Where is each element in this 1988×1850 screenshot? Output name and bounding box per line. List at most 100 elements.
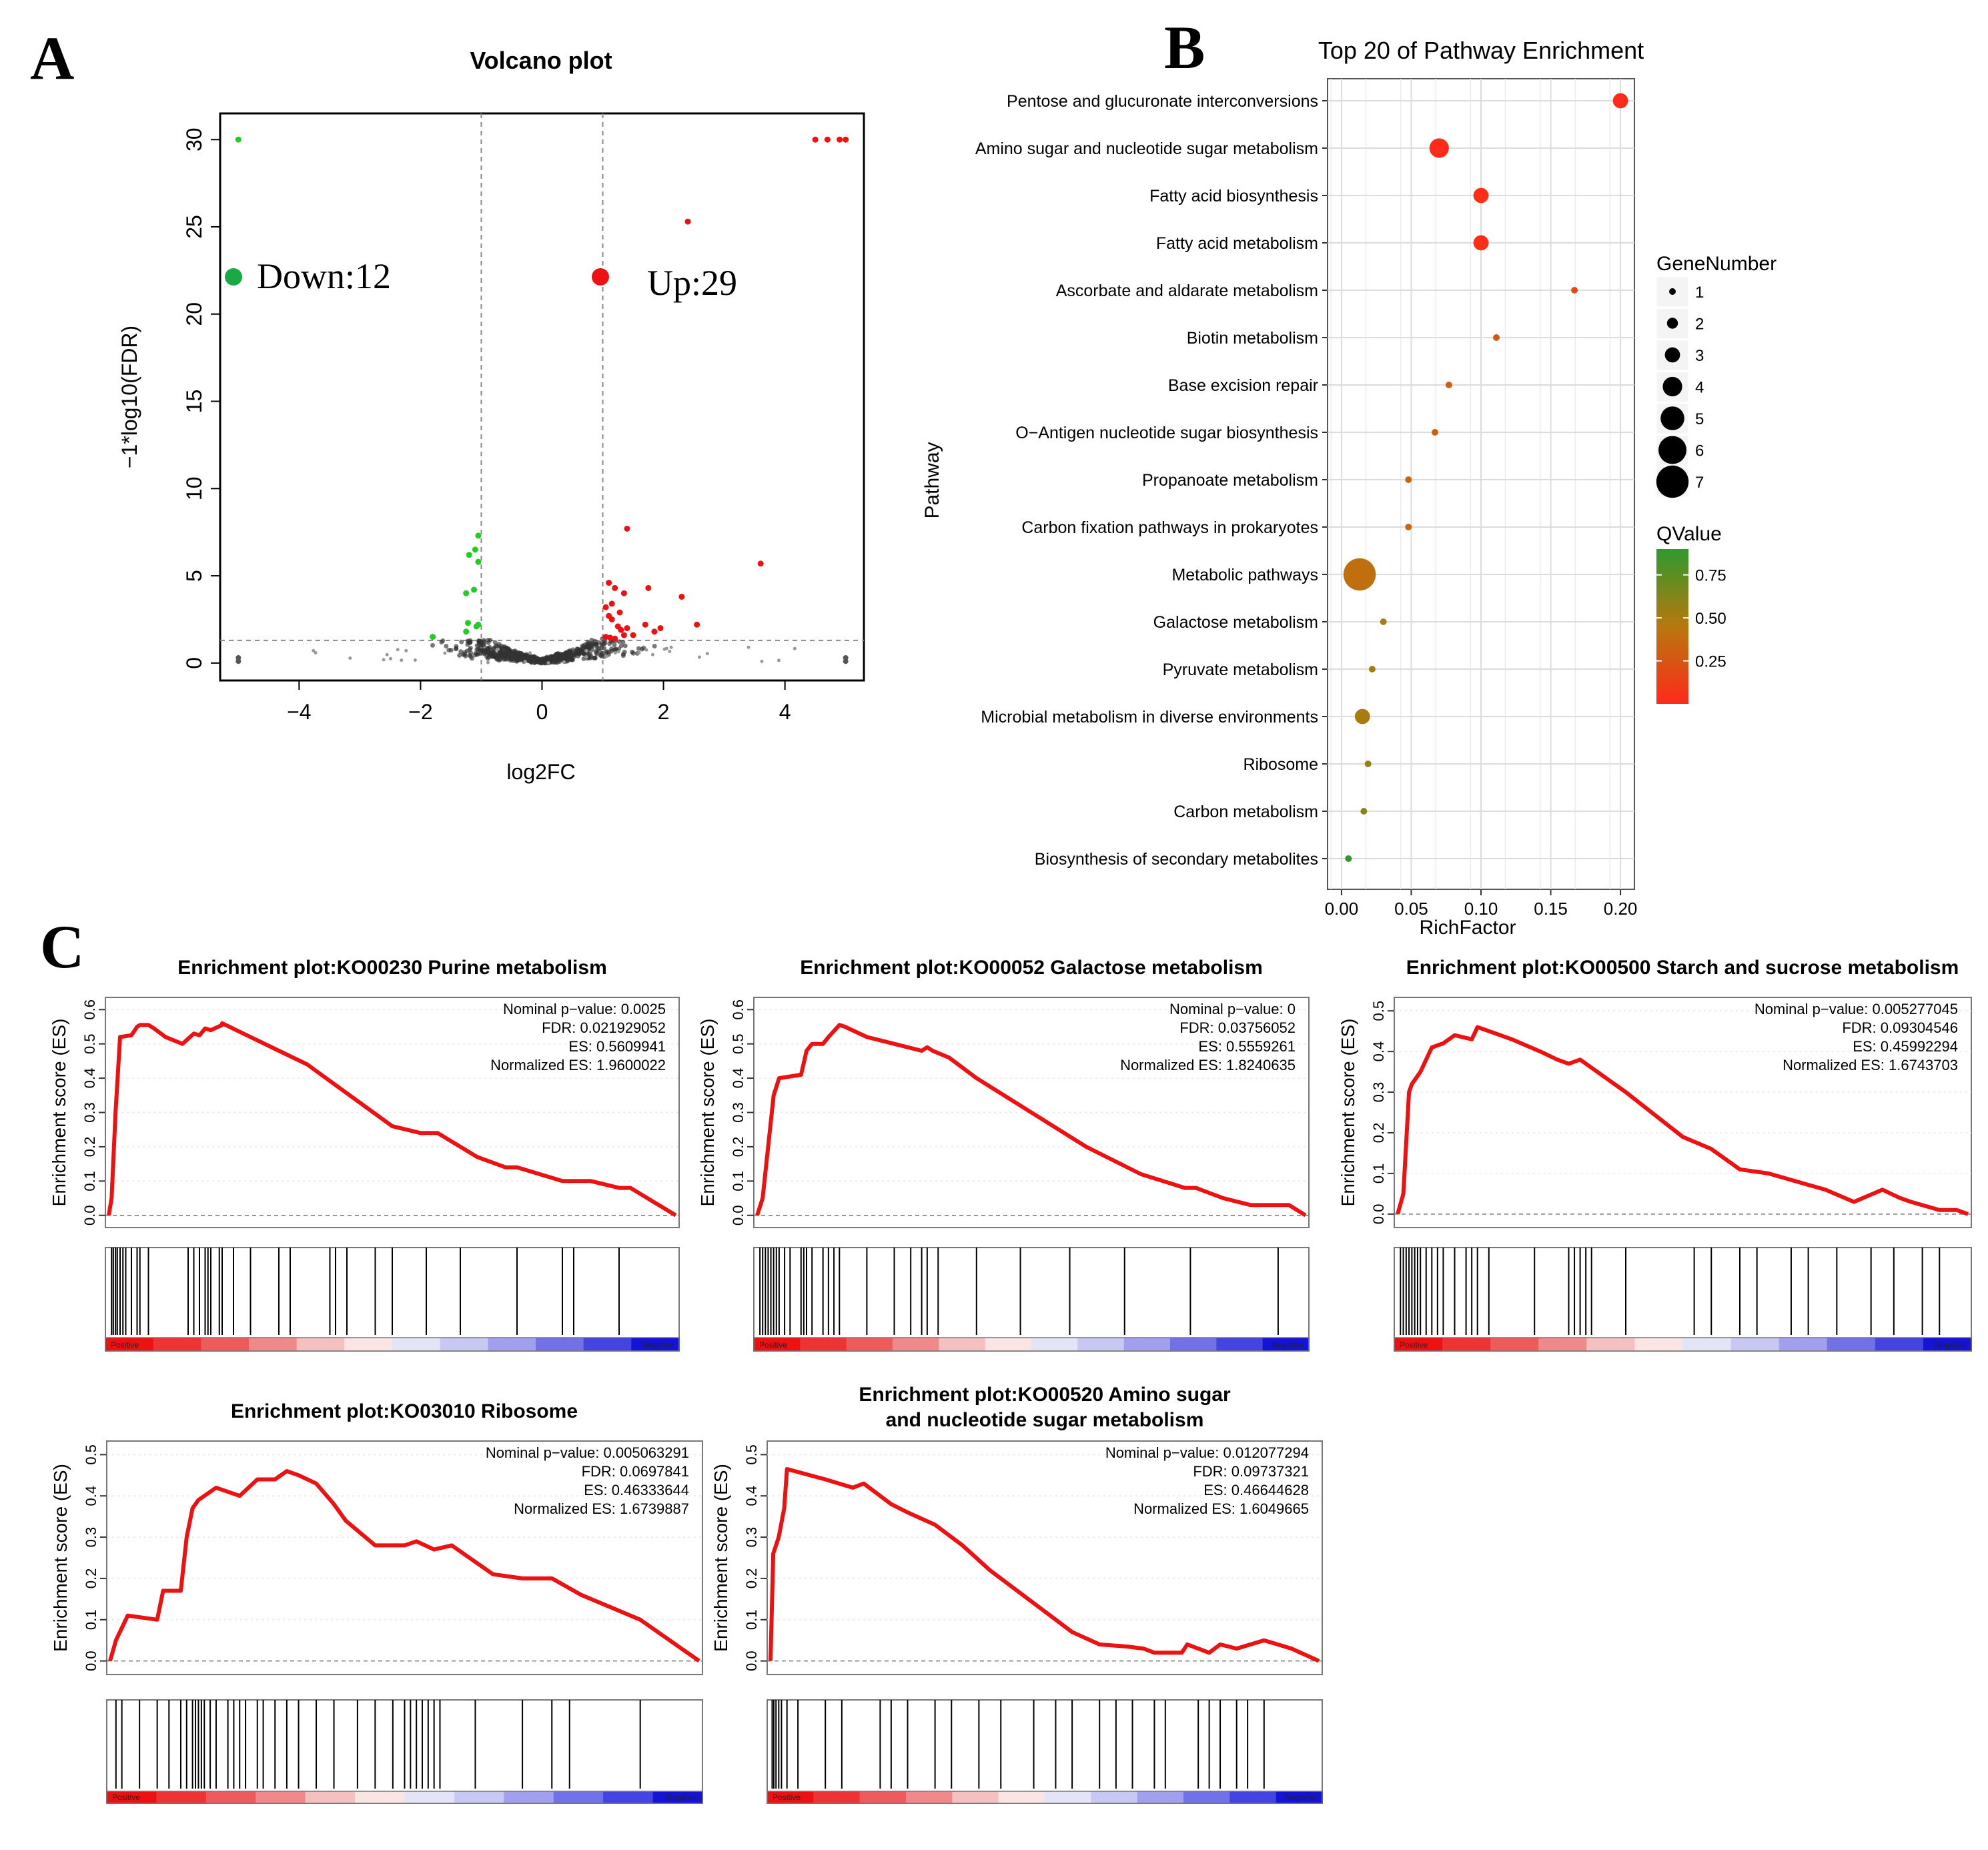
- gsea-plot-title: Enrichment plot:KO00500 Starch and sucro…: [1406, 957, 1959, 979]
- pathway-category-label: Fatty acid biosynthesis: [1149, 187, 1318, 205]
- size-legend-dot: [1666, 318, 1678, 329]
- panel-letter-a: A: [30, 24, 74, 92]
- volcano-y-tick-label: 20: [182, 302, 206, 326]
- pathway-category-label: Pentose and glucuronate interconversions: [1007, 92, 1318, 111]
- volcano-title: Volcano plot: [470, 47, 612, 74]
- gsea-rank-bar-segment: [1077, 1338, 1125, 1351]
- gsea-y-tick-label: 0.1: [743, 1609, 760, 1630]
- gsea-rank-bar-segment: [107, 1791, 157, 1803]
- gsea-rank-bar-segment: [454, 1791, 505, 1803]
- pathway-point: [1445, 382, 1452, 388]
- gsea-rank-bar-segment: [392, 1338, 441, 1351]
- gsea-rank-bar-positive-label: Positive: [1400, 1340, 1428, 1350]
- panel-letter-c: C: [40, 913, 84, 981]
- gsea-stat-line: FDR: 0.021929052: [542, 1019, 666, 1036]
- gsea-y-tick-label: 0.2: [743, 1568, 760, 1589]
- ns-gene-point: [484, 645, 490, 650]
- gsea-rank-bar-segment: [985, 1338, 1032, 1351]
- pathway-category-label: Carbon fixation pathways in prokaryotes: [1021, 518, 1318, 537]
- ns-gene-point: [644, 648, 648, 652]
- up-gene-point: [678, 593, 685, 600]
- gsea-rank-bar-segment: [998, 1791, 1045, 1803]
- gsea-stat-line: Nominal p−value: 0: [1169, 1001, 1296, 1017]
- gsea-rank-bar-frame: [105, 1337, 680, 1352]
- ns-gene-point: [594, 651, 600, 656]
- up-gene-point: [812, 136, 819, 143]
- pathway-x-tick-label: 0.10: [1464, 899, 1498, 919]
- gsea-rank-bar-segment: [952, 1791, 999, 1803]
- gsea-rank-bar-segment: [1137, 1791, 1184, 1803]
- ns-gene-point: [457, 652, 462, 658]
- down-gene-point: [235, 136, 241, 143]
- ns-gene-point: [697, 655, 701, 659]
- ns-gene-point: [430, 642, 435, 648]
- gsea-plot-title: and nucleotide sugar metabolism: [886, 1409, 1204, 1431]
- ns-gene-point: [465, 642, 470, 647]
- up-gene-point: [608, 600, 615, 607]
- pathway-point: [1343, 558, 1376, 591]
- gsea-rank-bar-segment: [893, 1338, 940, 1351]
- legend-down-label: Down:12: [257, 256, 391, 296]
- gsea-rank-bar-negative-label: Negative: [1935, 1340, 1967, 1350]
- gsea-hits-frame: [1394, 1247, 1972, 1352]
- down-gene-point: [471, 586, 478, 593]
- qvalue-colorbar: [1656, 549, 1688, 704]
- pathway-category-label: Base excision repair: [1168, 376, 1318, 395]
- ns-gene-point: [650, 652, 654, 656]
- gsea-y-tick-label: 0.6: [730, 999, 747, 1020]
- pathway-point: [1571, 287, 1578, 294]
- ns-gene-point: [312, 648, 316, 652]
- ns-gene-point: [620, 652, 626, 657]
- gsea-rank-bar-frame: [767, 1791, 1323, 1804]
- down-gene-point: [466, 552, 472, 558]
- gsea-rank-bar-segment: [1682, 1338, 1732, 1351]
- gsea-rank-bar-segment: [1229, 1791, 1277, 1803]
- qvalue-legend-title: QValue: [1656, 523, 1722, 545]
- ns-gene-point: [385, 652, 389, 656]
- gsea-rank-bar-segment: [488, 1338, 536, 1351]
- ns-gene-point: [459, 639, 464, 644]
- gsea-rank-bar-negative-label: Negative: [1272, 1340, 1304, 1350]
- volcano-y-tick-label: 25: [182, 215, 206, 239]
- gsea-stat-line: ES: 0.5559261: [1198, 1038, 1296, 1055]
- up-gene-point: [624, 525, 630, 532]
- pathway-point: [1354, 709, 1370, 725]
- gsea-stat-line: Nominal p−value: 0.0025: [503, 1001, 666, 1017]
- gsea-y-tick-label: 0.0: [1370, 1204, 1387, 1225]
- up-gene-point: [657, 625, 664, 632]
- gsea-y-label: Enrichment score (ES): [50, 1464, 71, 1652]
- ns-gene-point: [569, 656, 574, 662]
- gsea-rank-bar-segment: [1045, 1791, 1092, 1803]
- gsea-rank-bar-segment: [767, 1791, 815, 1803]
- ns-gene-point: [484, 654, 490, 659]
- gsea-rank-bar-segment: [1170, 1338, 1217, 1351]
- gsea-y-tick-label: 0.3: [730, 1102, 747, 1123]
- gsea-rank-bar-segment: [631, 1338, 680, 1351]
- volcano-frame: [219, 112, 865, 682]
- gsea-rank-bar-segment: [1394, 1338, 1444, 1351]
- ns-gene-point: [588, 654, 594, 659]
- gsea-rank-bar-negative-label: Negative: [666, 1793, 698, 1802]
- up-gene-point: [612, 635, 618, 642]
- pathway-point: [1612, 93, 1628, 109]
- ns-gene-point: [562, 660, 566, 664]
- gsea-y-label: Enrichment score (ES): [710, 1464, 731, 1652]
- ns-gene-point: [587, 645, 592, 650]
- size-legend-dot: [1662, 376, 1682, 397]
- gsea-rank-bar-segment: [1730, 1338, 1780, 1351]
- size-legend-dot: [1664, 347, 1680, 363]
- gsea-y-tick-label: 0.6: [81, 999, 98, 1020]
- up-gene-point: [606, 634, 613, 641]
- ns-gene-point: [544, 656, 549, 662]
- pathway-category-label: Galactose metabolism: [1153, 613, 1318, 632]
- gsea-stat-line: FDR: 0.09737321: [1193, 1463, 1309, 1480]
- gsea-rank-bar-segment: [201, 1338, 250, 1351]
- gsea-rank-bar-segment: [404, 1791, 455, 1803]
- ns-gene-point: [502, 653, 508, 658]
- gsea-rank-bar-segment: [153, 1338, 202, 1351]
- gsea-y-tick-label: 0.2: [730, 1137, 747, 1158]
- legend-down-marker: [225, 268, 242, 286]
- gsea-y-label: Enrichment score (ES): [697, 1019, 718, 1207]
- ns-gene-point: [568, 653, 574, 658]
- qvalue-colorbar-ticks: 0.75 0.50 0.25: [1656, 567, 1726, 671]
